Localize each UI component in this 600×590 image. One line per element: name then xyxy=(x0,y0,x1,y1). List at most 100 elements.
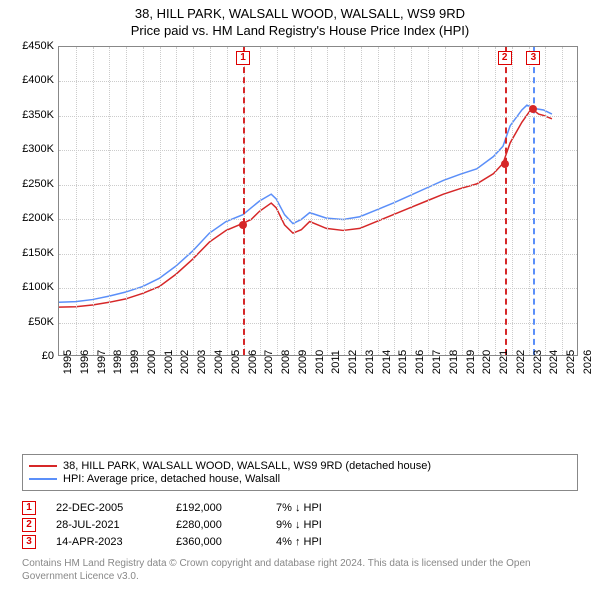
event-row: 228-JUL-2021£280,0009% ↓ HPI xyxy=(22,518,578,532)
event-date: 28-JUL-2021 xyxy=(56,519,156,531)
grid-h xyxy=(59,116,577,117)
y-tick-label: £450K xyxy=(10,40,54,52)
legend-row-hpi: HPI: Average price, detached house, Wals… xyxy=(29,473,571,485)
grid-v xyxy=(411,47,412,355)
title-sub: Price paid vs. HM Land Registry's House … xyxy=(0,23,600,38)
y-tick-label: £300K xyxy=(10,143,54,155)
grid-v xyxy=(227,47,228,355)
grid-v xyxy=(311,47,312,355)
plot-area: 123 xyxy=(58,46,578,356)
x-tick-label: 1999 xyxy=(129,350,141,374)
x-tick-label: 2021 xyxy=(498,350,510,374)
x-tick-label: 2006 xyxy=(247,350,259,374)
x-tick-label: 1996 xyxy=(79,350,91,374)
x-tick-label: 2004 xyxy=(213,350,225,374)
line-series-svg xyxy=(59,47,577,355)
event-point xyxy=(529,105,537,113)
grid-v xyxy=(294,47,295,355)
event-marker-icon: 2 xyxy=(498,51,512,65)
x-tick-label: 2025 xyxy=(565,350,577,374)
event-point xyxy=(501,160,509,168)
grid-v xyxy=(93,47,94,355)
event-dash xyxy=(533,47,535,355)
event-marker-icon: 1 xyxy=(22,501,36,515)
x-tick-label: 2009 xyxy=(297,350,309,374)
y-tick-label: £400K xyxy=(10,74,54,86)
grid-v xyxy=(562,47,563,355)
grid-v xyxy=(260,47,261,355)
y-tick-label: £250K xyxy=(10,178,54,190)
grid-h xyxy=(59,323,577,324)
legend-row-prop: 38, HILL PARK, WALSALL WOOD, WALSALL, WS… xyxy=(29,460,571,472)
grid-v xyxy=(193,47,194,355)
events-table: 122-DEC-2005£192,0007% ↓ HPI228-JUL-2021… xyxy=(22,498,578,552)
legend-label-prop: 38, HILL PARK, WALSALL WOOD, WALSALL, WS… xyxy=(63,460,431,472)
grid-h xyxy=(59,254,577,255)
grid-h xyxy=(59,288,577,289)
y-tick-label: £150K xyxy=(10,247,54,259)
grid-v xyxy=(176,47,177,355)
x-tick-label: 2026 xyxy=(582,350,594,374)
event-row: 122-DEC-2005£192,0007% ↓ HPI xyxy=(22,501,578,515)
grid-v xyxy=(76,47,77,355)
x-tick-label: 2014 xyxy=(381,350,393,374)
grid-v xyxy=(109,47,110,355)
legend-label-hpi: HPI: Average price, detached house, Wals… xyxy=(63,473,280,485)
event-diff: 4% ↑ HPI xyxy=(276,536,366,548)
event-price: £280,000 xyxy=(176,519,256,531)
x-tick-label: 2008 xyxy=(280,350,292,374)
x-tick-label: 2003 xyxy=(196,350,208,374)
grid-v xyxy=(378,47,379,355)
x-tick-label: 2023 xyxy=(532,350,544,374)
grid-v xyxy=(394,47,395,355)
event-dash xyxy=(243,47,245,355)
x-tick-label: 2013 xyxy=(364,350,376,374)
event-date: 14-APR-2023 xyxy=(56,536,156,548)
event-date: 22-DEC-2005 xyxy=(56,502,156,514)
chart-container: 38, HILL PARK, WALSALL WOOD, WALSALL, WS… xyxy=(0,0,600,590)
grid-h xyxy=(59,185,577,186)
footnote: Contains HM Land Registry data © Crown c… xyxy=(22,558,578,583)
event-diff: 9% ↓ HPI xyxy=(276,519,366,531)
event-price: £360,000 xyxy=(176,536,256,548)
grid-v xyxy=(478,47,479,355)
event-point xyxy=(239,221,247,229)
y-tick-label: £100K xyxy=(10,281,54,293)
event-marker-icon: 3 xyxy=(526,51,540,65)
x-tick-label: 2019 xyxy=(465,350,477,374)
grid-h xyxy=(59,81,577,82)
x-tick-label: 2017 xyxy=(431,350,443,374)
x-tick-label: 2010 xyxy=(314,350,326,374)
grid-v xyxy=(512,47,513,355)
title-block: 38, HILL PARK, WALSALL WOOD, WALSALL, WS… xyxy=(0,0,600,38)
grid-v xyxy=(529,47,530,355)
event-row: 3 14-APR-2023 £360,000 4% ↑ HPI xyxy=(22,535,578,549)
x-tick-label: 2011 xyxy=(330,350,342,374)
event-marker-icon: 3 xyxy=(22,535,36,549)
grid-v xyxy=(327,47,328,355)
x-tick-label: 2015 xyxy=(397,350,409,374)
grid-v xyxy=(462,47,463,355)
x-tick-label: 1995 xyxy=(62,350,74,374)
x-tick-label: 2024 xyxy=(548,350,560,374)
grid-v xyxy=(160,47,161,355)
grid-v xyxy=(344,47,345,355)
x-tick-label: 2020 xyxy=(481,350,493,374)
event-price: £192,000 xyxy=(176,502,256,514)
title-main: 38, HILL PARK, WALSALL WOOD, WALSALL, WS… xyxy=(0,6,600,21)
legend-swatch-hpi xyxy=(29,478,57,480)
x-tick-label: 2016 xyxy=(414,350,426,374)
x-tick-label: 1997 xyxy=(96,350,108,374)
grid-h xyxy=(59,150,577,151)
event-dash xyxy=(505,47,507,355)
chart-wrap: £0£50K£100K£150K£200K£250K£300K£350K£400… xyxy=(10,46,590,406)
grid-v xyxy=(545,47,546,355)
legend-swatch-prop xyxy=(29,465,57,467)
x-tick-label: 2012 xyxy=(347,350,359,374)
y-tick-label: £0 xyxy=(10,350,54,362)
x-tick-label: 2002 xyxy=(179,350,191,374)
legend: 38, HILL PARK, WALSALL WOOD, WALSALL, WS… xyxy=(22,454,578,491)
grid-v xyxy=(277,47,278,355)
grid-v xyxy=(143,47,144,355)
x-tick-label: 2018 xyxy=(448,350,460,374)
